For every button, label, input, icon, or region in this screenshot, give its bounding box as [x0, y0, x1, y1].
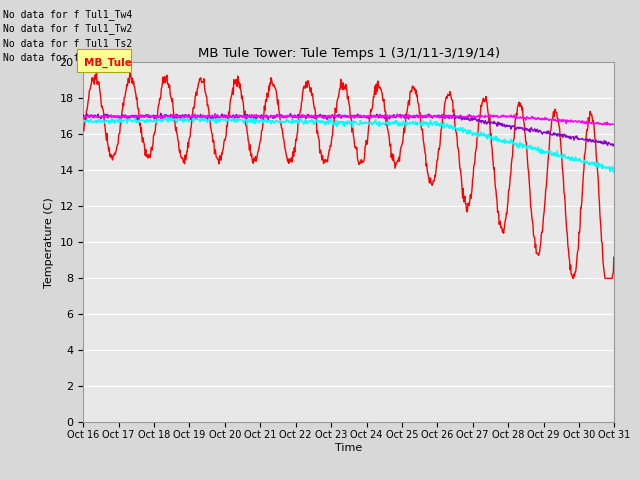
Text: No data for f_: No data for f_ — [3, 52, 86, 63]
Text: No data for f Tul1_Ts2: No data for f Tul1_Ts2 — [3, 37, 132, 48]
Text: MB_Tule: MB_Tule — [84, 58, 132, 68]
Title: MB Tule Tower: Tule Temps 1 (3/1/11-3/19/14): MB Tule Tower: Tule Temps 1 (3/1/11-3/19… — [198, 47, 500, 60]
Text: No data for f Tul1_Tw2: No data for f Tul1_Tw2 — [3, 23, 132, 34]
Y-axis label: Temperature (C): Temperature (C) — [44, 197, 54, 288]
X-axis label: Time: Time — [335, 443, 362, 453]
Text: No data for f Tul1_Tw4: No data for f Tul1_Tw4 — [3, 9, 132, 20]
